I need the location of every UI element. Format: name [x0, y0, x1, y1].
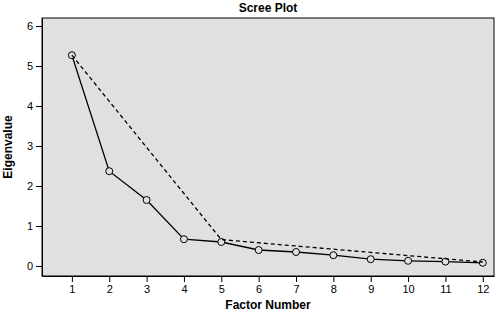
- y-axis-line: [42, 19, 43, 277]
- title: Scree Plot: [239, 1, 298, 15]
- y-tick-label: 6: [27, 20, 33, 32]
- marker: [367, 256, 374, 263]
- x-tick-mark: [259, 276, 260, 282]
- x-tick: 4: [181, 276, 187, 295]
- marker: [405, 257, 412, 264]
- x-tick: 6: [256, 276, 262, 295]
- x-tick-mark: [483, 276, 484, 282]
- series-line: [72, 55, 483, 263]
- y-tick-mark: [36, 226, 42, 227]
- x-axis-line: [43, 276, 495, 277]
- plot-frame: [42, 18, 494, 276]
- x-tick: 5: [219, 276, 225, 295]
- series-line: [72, 55, 483, 262]
- x-tick-mark: [147, 276, 148, 282]
- marker: [143, 197, 150, 204]
- y-tick: 3: [27, 140, 42, 152]
- marker: [106, 168, 113, 175]
- marks: [68, 52, 486, 267]
- x-tick-label: 1: [69, 283, 75, 295]
- y-tick-label: 5: [27, 60, 33, 72]
- y-tick-label: 2: [27, 180, 33, 192]
- y-tick-label: 1: [27, 220, 33, 232]
- marker: [479, 259, 486, 266]
- y-tick-mark: [36, 186, 42, 187]
- y-tick: 1: [27, 220, 42, 232]
- y-tick: 5: [27, 60, 42, 72]
- x-tick-mark: [333, 276, 334, 282]
- x-tick: 9: [368, 276, 374, 295]
- x-tick: 12: [477, 276, 489, 295]
- x-tick: 11: [440, 276, 451, 295]
- x-tick-label: 2: [107, 283, 113, 295]
- y-axis-title: Eigenvalue: [1, 115, 15, 179]
- y-tick: 6: [27, 20, 42, 32]
- x-tick-mark: [72, 276, 73, 282]
- x-tick-label: 10: [402, 283, 414, 295]
- y-tick-mark: [36, 146, 42, 147]
- y-tick-mark: [36, 106, 42, 107]
- y-tick-label: 0: [27, 260, 33, 272]
- y-tick-label: 4: [27, 100, 33, 112]
- x-tick-label: 7: [293, 283, 299, 295]
- marker: [330, 252, 337, 259]
- x-tick-label: 11: [440, 283, 451, 295]
- x-tick-mark: [184, 276, 185, 282]
- x-tick-label: 4: [181, 283, 187, 295]
- y-axis: 0 1 2 3 4 5 6: [27, 19, 43, 277]
- x-tick-label: 9: [368, 283, 374, 295]
- x-tick-mark: [221, 276, 222, 282]
- y-tick-mark: [36, 266, 42, 267]
- x-tick-label: 6: [256, 283, 262, 295]
- y-tick: 2: [27, 180, 42, 192]
- y-tick: 4: [27, 100, 42, 112]
- plot: 0123456123456789101112: [27, 18, 495, 295]
- marker: [293, 249, 300, 256]
- x-tick-mark: [109, 276, 110, 282]
- x-tick: 8: [331, 276, 337, 295]
- x-tick: 3: [144, 276, 150, 295]
- x-axis-title: Factor Number: [225, 298, 311, 312]
- y-tick: 0: [27, 260, 42, 272]
- x-tick: 7: [293, 276, 299, 295]
- y-tick-mark: [36, 66, 42, 67]
- x-tick-label: 12: [477, 283, 489, 295]
- x-tick-label: 5: [219, 283, 225, 295]
- x-tick: 10: [402, 276, 414, 295]
- x-tick-mark: [408, 276, 409, 282]
- x-tick: 2: [107, 276, 113, 295]
- x-tick: 1: [69, 276, 75, 295]
- y-tick-label: 3: [27, 140, 33, 152]
- marker: [180, 236, 187, 243]
- y-tick-mark: [36, 26, 42, 27]
- x-tick-mark: [371, 276, 372, 282]
- chart: 0123456123456789101112Scree PlotFactor N…: [0, 0, 500, 314]
- marker: [255, 247, 262, 254]
- x-tick-label: 8: [331, 283, 337, 295]
- x-axis: 123456789101112: [43, 276, 495, 295]
- x-tick-mark: [445, 276, 446, 282]
- x-tick-label: 3: [144, 283, 150, 295]
- x-tick-mark: [296, 276, 297, 282]
